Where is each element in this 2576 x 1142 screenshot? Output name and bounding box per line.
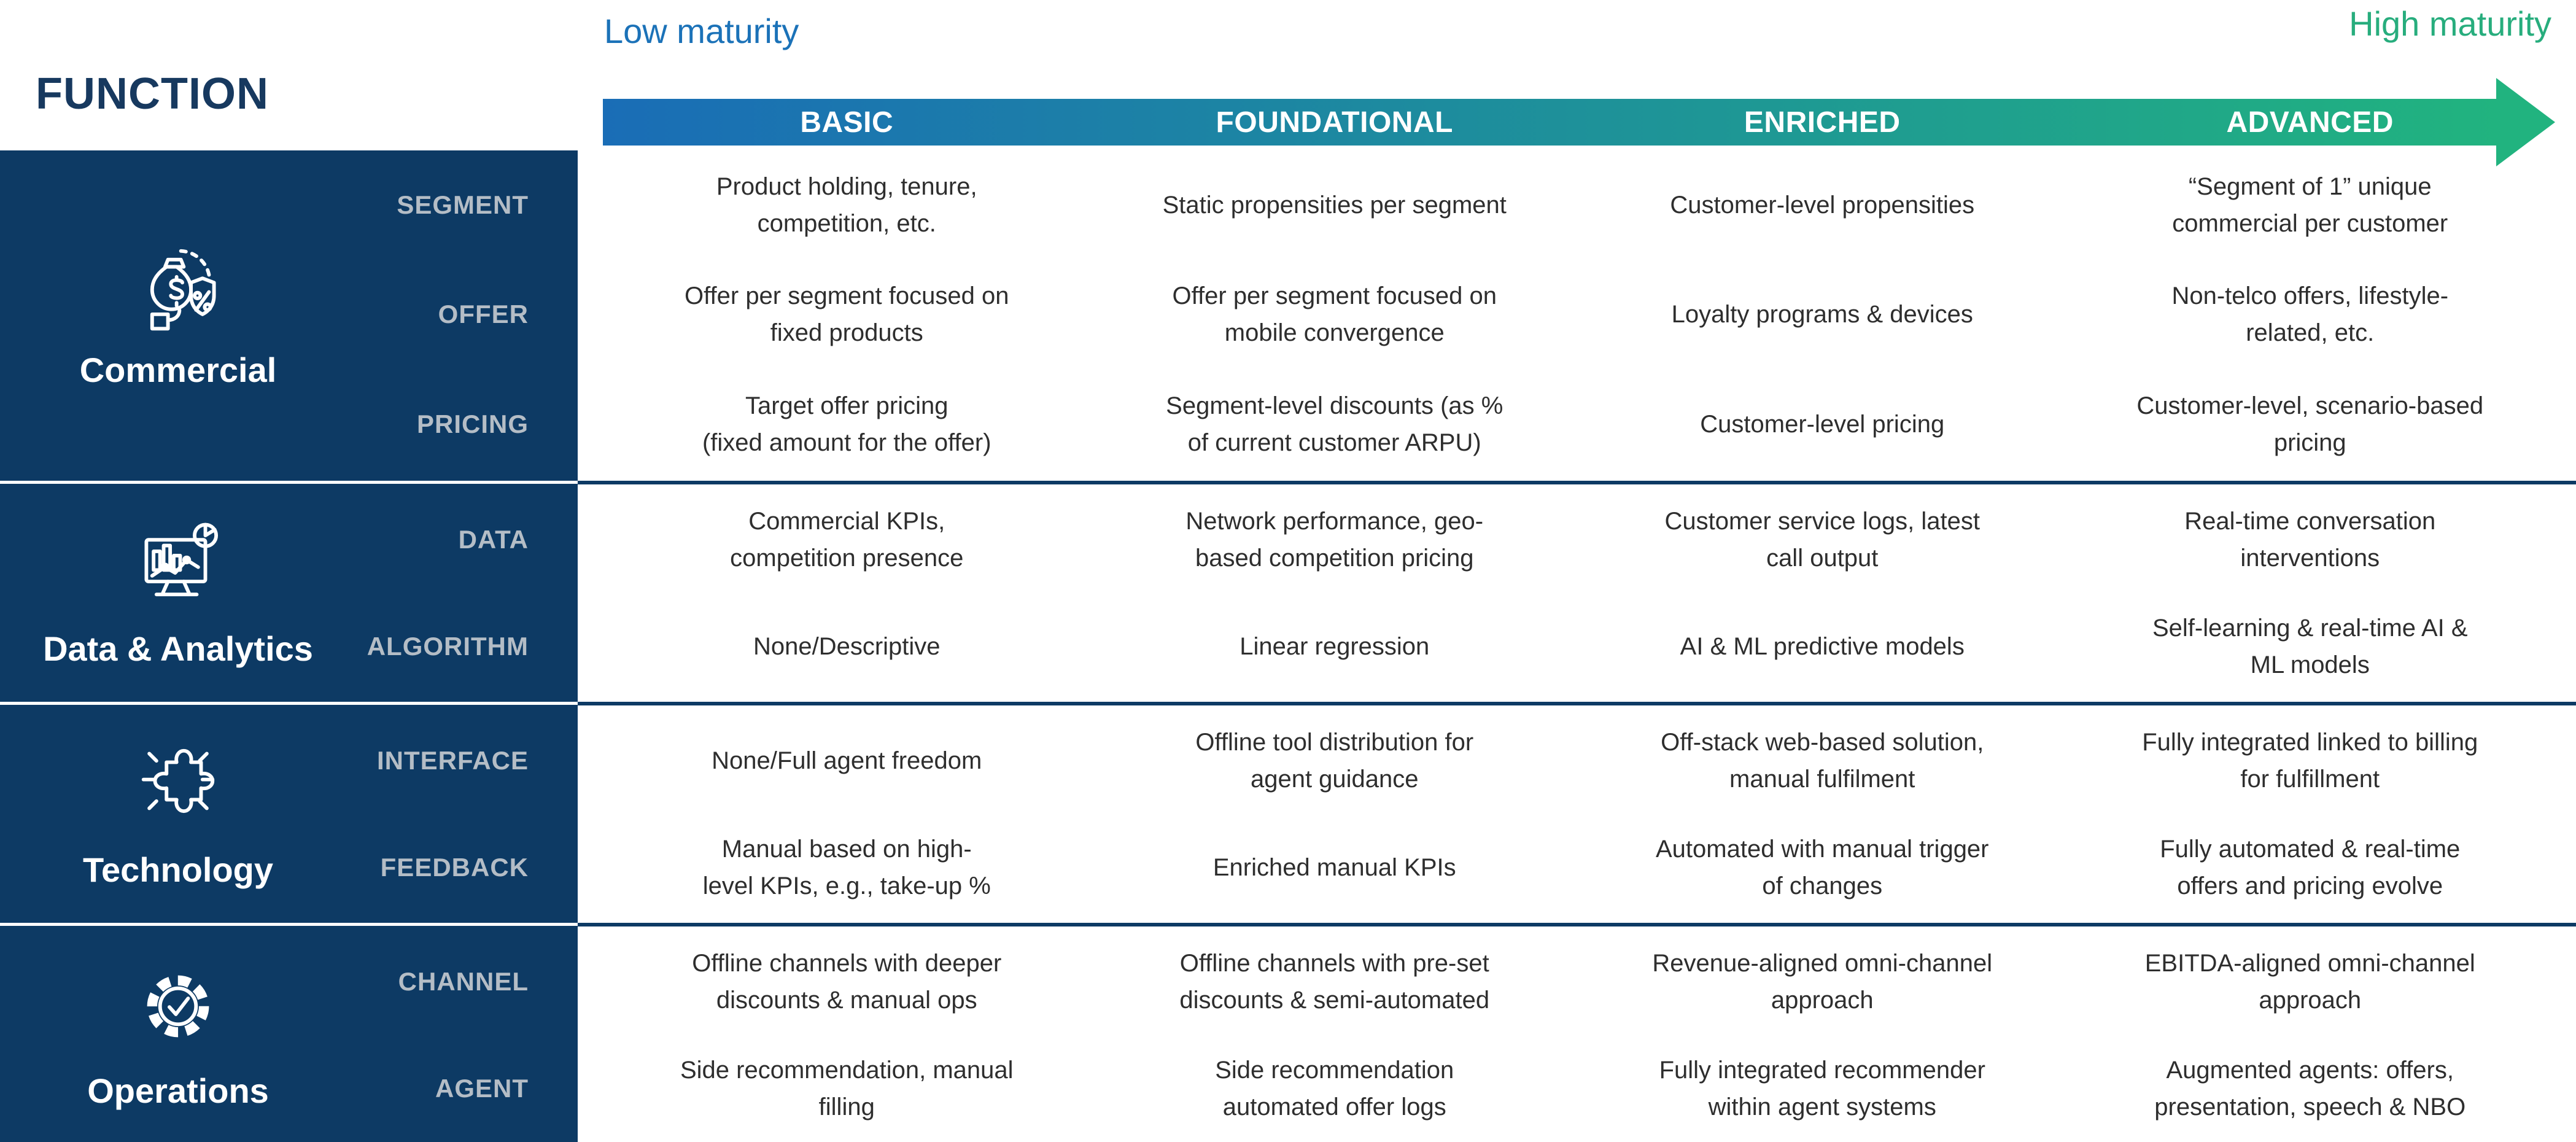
function-label-technology: Technology [82, 850, 274, 889]
cells-technology: None/Full agent freedom Offline tool dis… [603, 707, 2554, 921]
row-label-data: DATA [458, 525, 529, 554]
matrix-cell-data-advanced: Real-time conversation interventions [2184, 508, 2436, 572]
row-label-pricing: PRICING [416, 409, 529, 438]
matrix-cell-segment-enriched: Customer-level propensities [1670, 192, 1975, 219]
maturity-matrix: Commercial SEGMENT OFFER PRICING Product… [0, 150, 2576, 1142]
maturity-arrow: BASIC FOUNDATIONAL ENRICHED ADVANCED [603, 78, 2555, 166]
matrix-cell-channel-advanced: EBITDA-aligned omni-channel approach [2144, 950, 2475, 1014]
matrix-cell-interface-advanced: Fully integrated linked to billing for f… [2142, 729, 2478, 793]
row-label-feedback: FEEDBACK [380, 853, 529, 882]
sidebar-operations: Operations CHANNEL AGENT [0, 928, 578, 1142]
matrix-cell-pricing-foundational: Segment-level discounts (as % of current… [1166, 392, 1503, 456]
section-divider [0, 700, 2576, 707]
row-labels-technology: INTERFACE FEEDBACK [356, 707, 578, 921]
section-divider [0, 479, 2576, 486]
section-divider [0, 921, 2576, 928]
row-labels-data-analytics: DATA ALGORITHM [356, 486, 578, 700]
high-maturity-label: High maturity [2349, 4, 2551, 43]
cells-operations: Offline channels with deeper discounts &… [603, 928, 2554, 1142]
matrix-cell-algorithm-foundational: Linear regression [1240, 633, 1430, 660]
row-label-offer: OFFER [438, 300, 529, 329]
maturity-arrow-bar [603, 99, 2496, 146]
matrix-cell-pricing-advanced: Customer-level, scenario-based pricing [2136, 392, 2484, 456]
matrix-cell-pricing-enriched: Customer-level pricing [1700, 410, 1945, 438]
sidebar-operations-identity: Operations [0, 928, 356, 1142]
row-labels-commercial: SEGMENT OFFER PRICING [356, 150, 578, 479]
sidebar-commercial-identity: Commercial [0, 150, 356, 479]
matrix-cell-feedback-basic: Manual based on high- level KPIs, e.g., … [702, 836, 991, 899]
matrix-cell-channel-foundational: Offline channels with pre-set discounts … [1179, 950, 1490, 1014]
section-commercial: Commercial SEGMENT OFFER PRICING Product… [0, 150, 2576, 479]
cells-data-analytics: Commercial KPIs, competition presence Ne… [603, 486, 2554, 700]
matrix-cell-feedback-advanced: Fully automated & real-time offers and p… [2160, 836, 2461, 899]
section-operations: Operations CHANNEL AGENT Offline channel… [0, 928, 2576, 1142]
matrix-cell-interface-enriched: Off-stack web-based solution, manual ful… [1661, 729, 1984, 793]
row-label-algorithm: ALGORITHM [367, 632, 529, 661]
function-label-operations: Operations [87, 1071, 269, 1110]
matrix-cell-offer-foundational: Offer per segment focused on mobile conv… [1172, 282, 1497, 347]
matrix-cell-agent-advanced: Augmented agents: offers, presentation, … [2154, 1057, 2466, 1121]
section-technology: Technology INTERFACE FEEDBACK None/Full … [0, 707, 2576, 921]
gear-checkmark-icon [132, 960, 224, 1052]
matrix-cell-data-basic: Commercial KPIs, competition presence [730, 508, 964, 572]
sidebar-commercial: Commercial SEGMENT OFFER PRICING [0, 150, 578, 479]
matrix-cell-pricing-basic: Target offer pricing (fixed amount for t… [702, 392, 991, 456]
matrix-cell-offer-advanced: Non-telco offers, lifestyle- related, et… [2171, 282, 2449, 347]
low-maturity-label: Low maturity [604, 12, 799, 50]
row-label-agent: AGENT [435, 1074, 529, 1103]
matrix-cell-segment-foundational: Static propensities per segment [1162, 192, 1507, 219]
maturity-arrowhead-icon [2496, 78, 2555, 166]
section-data-analytics: Data & Analytics DATA ALGORITHM Commerci… [0, 486, 2576, 700]
matrix-cell-feedback-foundational: Enriched manual KPIs [1212, 854, 1456, 881]
maturity-header-enriched: ENRICHED [1744, 106, 1901, 139]
sidebar-data-analytics: Data & Analytics DATA ALGORITHM [0, 486, 578, 700]
matrix-cell-offer-basic: Offer per segment focused on fixed produ… [685, 282, 1009, 347]
maturity-header-foundational: FOUNDATIONAL [1216, 106, 1453, 139]
matrix-cell-agent-foundational: Side recommendation automated offer logs [1215, 1057, 1454, 1121]
maturity-header-row: BASIC FOUNDATIONAL ENRICHED ADVANCED [603, 99, 2554, 146]
matrix-cell-feedback-enriched: Automated with manual trigger of changes [1656, 836, 1989, 899]
matrix-cell-algorithm-enriched: AI & ML predictive models [1680, 633, 1965, 660]
row-labels-operations: CHANNEL AGENT [356, 928, 578, 1142]
maturity-header-advanced: ADVANCED [2226, 106, 2394, 139]
row-label-channel: CHANNEL [398, 967, 529, 996]
sidebar-data-analytics-identity: Data & Analytics [0, 486, 356, 700]
matrix-cell-interface-foundational: Offline tool distribution for agent guid… [1195, 729, 1474, 793]
matrix-cell-segment-basic: Product holding, tenure, competition, et… [716, 173, 977, 238]
page-title: FUNCTION [36, 69, 269, 118]
matrix-cell-algorithm-basic: None/Descriptive [753, 633, 941, 660]
maturity-header-basic: BASIC [800, 106, 894, 139]
sidebar-technology-identity: Technology [0, 707, 356, 921]
matrix-cell-data-enriched: Customer service logs, latest call outpu… [1664, 508, 1980, 572]
sidebar-technology: Technology INTERFACE FEEDBACK [0, 707, 578, 921]
matrix-cell-agent-enriched: Fully integrated recommender within agen… [1659, 1057, 1985, 1121]
row-label-interface: INTERFACE [376, 746, 529, 775]
function-label-commercial: Commercial [79, 351, 277, 389]
matrix-cell-segment-advanced: “Segment of 1” unique commercial per cus… [2172, 173, 2448, 238]
matrix-cell-channel-basic: Offline channels with deeper discounts &… [692, 950, 1002, 1014]
matrix-cell-agent-basic: Side recommendation, manual filling [680, 1057, 1014, 1121]
matrix-cell-data-foundational: Network performance, geo- based competit… [1185, 508, 1484, 572]
row-label-segment: SEGMENT [397, 190, 529, 220]
analytics-monitor-charts-icon [132, 518, 224, 610]
matrix-cell-algorithm-advanced: Self-learning & real-time AI & ML models [2152, 615, 2468, 678]
money-bag-hand-percent-icon [132, 239, 224, 332]
matrix-cell-channel-enriched: Revenue-aligned omni-channel approach [1652, 950, 1993, 1014]
cells-commercial: Product holding, tenure, competition, et… [603, 150, 2554, 479]
matrix-cell-offer-enriched: Loyalty programs & devices [1671, 301, 1973, 328]
matrix-cell-interface-basic: None/Full agent freedom [712, 747, 982, 774]
puzzle-integration-icon [132, 739, 224, 831]
function-label-data-analytics: Data & Analytics [43, 629, 313, 668]
